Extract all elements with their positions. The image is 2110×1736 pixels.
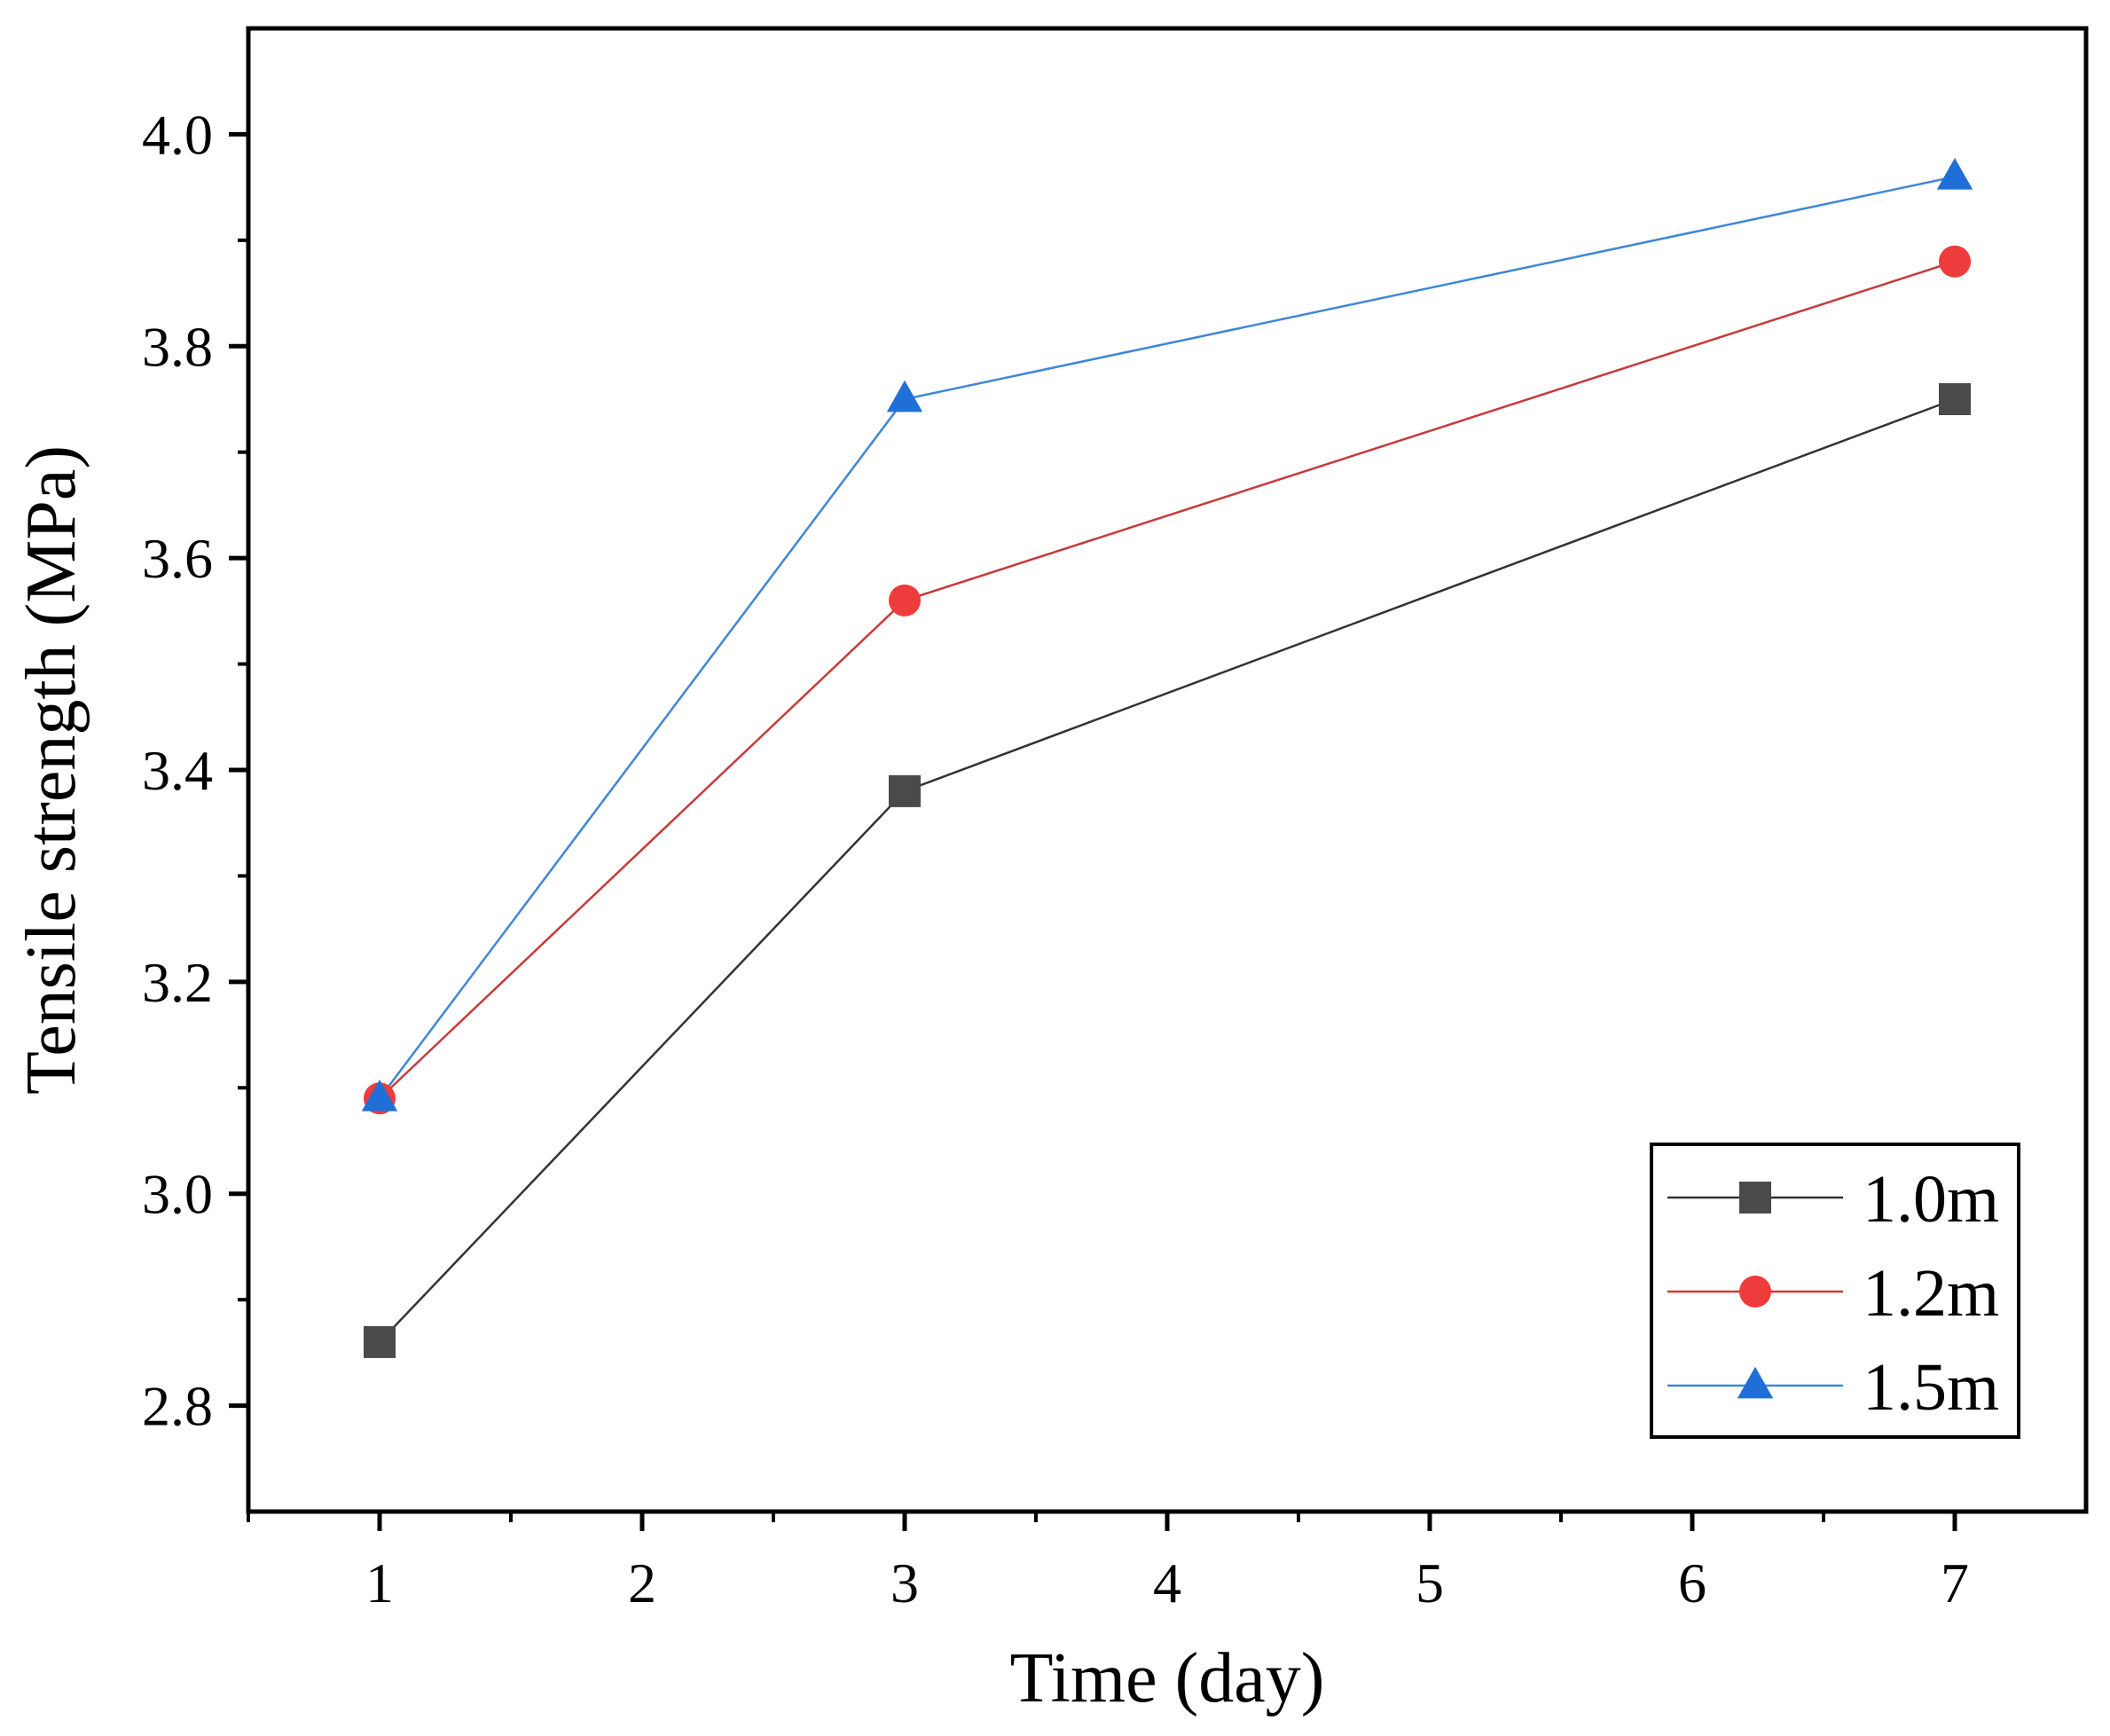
- legend-label-1.5m: 1.5m: [1863, 1350, 1999, 1425]
- legend-label-1.2m: 1.2m: [1863, 1256, 1999, 1331]
- y-tick-label-3: 3.0: [142, 1163, 213, 1226]
- legend-marker-1.0m: [1739, 1182, 1771, 1214]
- data-point-1.0m-day7: [1939, 383, 1971, 415]
- x-tick-label-4: 4: [1153, 1551, 1181, 1614]
- x-tick-label-2: 2: [628, 1551, 656, 1614]
- x-axis-title: Time (day): [1010, 1639, 1325, 1717]
- legend-label-1.0m: 1.0m: [1863, 1162, 1999, 1237]
- y-axis-title: Tensile strength (MPa): [12, 445, 90, 1095]
- x-tick-label-3: 3: [890, 1551, 919, 1614]
- x-tick-label-1: 1: [365, 1551, 394, 1614]
- legend-marker-1.5m: [1737, 1366, 1774, 1399]
- data-point-1.0m-day1: [364, 1325, 396, 1358]
- y-tick-label-3.2: 3.2: [142, 951, 213, 1014]
- x-tick-label-6: 6: [1678, 1551, 1706, 1614]
- plot-markers: [361, 157, 1973, 1358]
- data-point-1.2m-day7: [1939, 245, 1971, 278]
- y-tick-label-3.6: 3.6: [142, 527, 213, 590]
- y-tick-label-3.4: 3.4: [142, 739, 213, 802]
- x-axis: 1 2 3 4 5 6 7: [247, 1512, 1969, 1614]
- data-point-1.5m-day3: [886, 380, 923, 412]
- data-point-1.0m-day3: [889, 774, 921, 807]
- legend-marker-1.2m: [1739, 1276, 1771, 1308]
- y-tick-label-2.8: 2.8: [142, 1375, 213, 1438]
- legend-items: 1.0m 1.2m 1.5m: [1667, 1162, 1999, 1425]
- data-point-1.5m-day1: [361, 1080, 398, 1112]
- y-tick-label-4: 4.0: [142, 103, 213, 166]
- data-point-1.5m-day7: [1936, 157, 1973, 190]
- y-axis: 2.8 3.0 3.2 3.4 3.6 3.8 4.0: [142, 103, 248, 1438]
- x-tick-label-5: 5: [1416, 1551, 1444, 1614]
- x-tick-label-7: 7: [1941, 1551, 1969, 1614]
- data-point-1.2m-day3: [889, 584, 921, 617]
- y-tick-label-3.8: 3.8: [142, 315, 213, 378]
- legend: 1.0m 1.2m 1.5m: [1650, 1143, 2020, 1439]
